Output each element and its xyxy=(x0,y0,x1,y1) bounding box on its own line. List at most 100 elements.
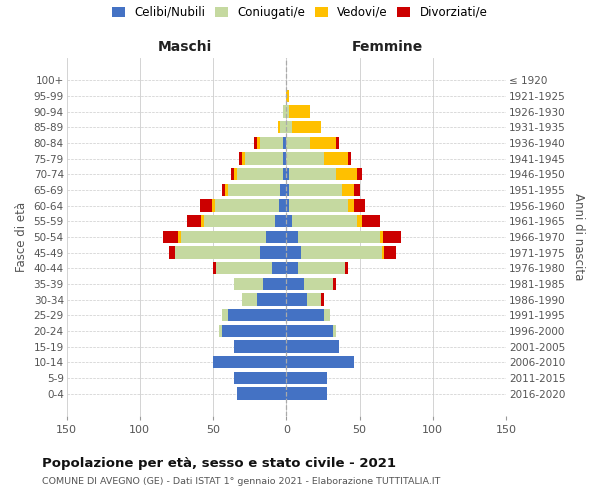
Bar xyxy=(286,121,292,134)
Bar xyxy=(356,215,362,228)
Bar xyxy=(356,168,362,180)
Bar xyxy=(383,231,401,243)
Bar xyxy=(222,309,228,322)
Bar xyxy=(307,294,322,306)
Bar xyxy=(385,246,396,258)
Bar xyxy=(280,184,286,196)
Bar xyxy=(233,168,236,180)
Bar xyxy=(286,356,353,368)
Bar xyxy=(263,278,286,290)
Bar xyxy=(175,246,260,258)
Bar xyxy=(348,200,353,211)
Bar xyxy=(345,262,348,274)
Bar xyxy=(304,278,333,290)
Bar xyxy=(222,325,286,337)
Bar xyxy=(353,200,365,211)
Bar xyxy=(292,215,356,228)
Bar xyxy=(325,309,330,322)
Bar xyxy=(286,90,289,102)
Bar xyxy=(289,168,336,180)
Bar xyxy=(178,231,181,243)
Bar xyxy=(301,246,382,258)
Bar xyxy=(283,137,286,149)
Bar xyxy=(322,294,325,306)
Bar xyxy=(298,262,345,274)
Bar xyxy=(286,340,339,352)
Text: Maschi: Maschi xyxy=(158,40,212,54)
Bar xyxy=(298,231,380,243)
Bar xyxy=(236,388,286,400)
Text: COMUNE DI AVEGNO (GE) - Dati ISTAT 1° gennaio 2021 - Elaborazione TUTTITALIA.IT: COMUNE DI AVEGNO (GE) - Dati ISTAT 1° ge… xyxy=(42,478,440,486)
Bar xyxy=(348,152,351,164)
Bar xyxy=(245,152,283,164)
Bar xyxy=(292,121,322,134)
Bar xyxy=(286,262,298,274)
Bar xyxy=(216,262,272,274)
Bar xyxy=(283,168,286,180)
Text: Popolazione per età, sesso e stato civile - 2021: Popolazione per età, sesso e stato civil… xyxy=(42,458,396,470)
Bar xyxy=(163,231,178,243)
Bar xyxy=(230,168,233,180)
Bar xyxy=(228,184,280,196)
Bar xyxy=(213,356,286,368)
Bar xyxy=(289,106,310,118)
Legend: Celibi/Nubili, Coniugati/e, Vedovi/e, Divorziati/e: Celibi/Nubili, Coniugati/e, Vedovi/e, Di… xyxy=(112,6,488,19)
Bar xyxy=(204,215,275,228)
Bar xyxy=(260,137,283,149)
Bar xyxy=(325,152,348,164)
Bar xyxy=(286,372,328,384)
Bar xyxy=(242,294,257,306)
Bar xyxy=(242,152,245,164)
Bar xyxy=(233,278,263,290)
Bar xyxy=(310,137,336,149)
Bar xyxy=(333,278,336,290)
Bar xyxy=(254,137,257,149)
Bar xyxy=(280,121,286,134)
Bar xyxy=(212,200,215,211)
Bar xyxy=(239,152,242,164)
Bar xyxy=(187,215,202,228)
Bar xyxy=(286,246,301,258)
Bar xyxy=(279,200,286,211)
Bar xyxy=(202,215,204,228)
Bar xyxy=(219,325,222,337)
Bar xyxy=(228,309,286,322)
Bar xyxy=(286,168,289,180)
Bar xyxy=(286,309,325,322)
Bar xyxy=(336,168,356,180)
Bar xyxy=(260,246,286,258)
Bar xyxy=(382,246,385,258)
Bar xyxy=(222,184,225,196)
Bar xyxy=(233,340,286,352)
Bar xyxy=(236,168,283,180)
Bar xyxy=(286,215,292,228)
Bar xyxy=(286,325,333,337)
Bar xyxy=(286,137,310,149)
Bar xyxy=(181,231,266,243)
Bar xyxy=(286,200,289,211)
Bar xyxy=(215,200,279,211)
Y-axis label: Anni di nascita: Anni di nascita xyxy=(572,193,585,280)
Bar xyxy=(336,137,339,149)
Bar xyxy=(257,137,260,149)
Bar xyxy=(286,278,304,290)
Bar xyxy=(272,262,286,274)
Bar xyxy=(342,184,353,196)
Bar xyxy=(286,388,328,400)
Bar xyxy=(225,184,228,196)
Bar xyxy=(266,231,286,243)
Bar xyxy=(289,184,342,196)
Bar xyxy=(289,200,348,211)
Bar xyxy=(286,184,289,196)
Bar xyxy=(362,215,380,228)
Bar xyxy=(233,372,286,384)
Bar xyxy=(380,231,383,243)
Bar xyxy=(286,152,325,164)
Bar xyxy=(286,294,307,306)
Bar xyxy=(286,106,289,118)
Bar xyxy=(278,121,280,134)
Bar xyxy=(353,184,359,196)
Bar xyxy=(275,215,286,228)
Bar xyxy=(286,231,298,243)
Text: Femmine: Femmine xyxy=(352,40,423,54)
